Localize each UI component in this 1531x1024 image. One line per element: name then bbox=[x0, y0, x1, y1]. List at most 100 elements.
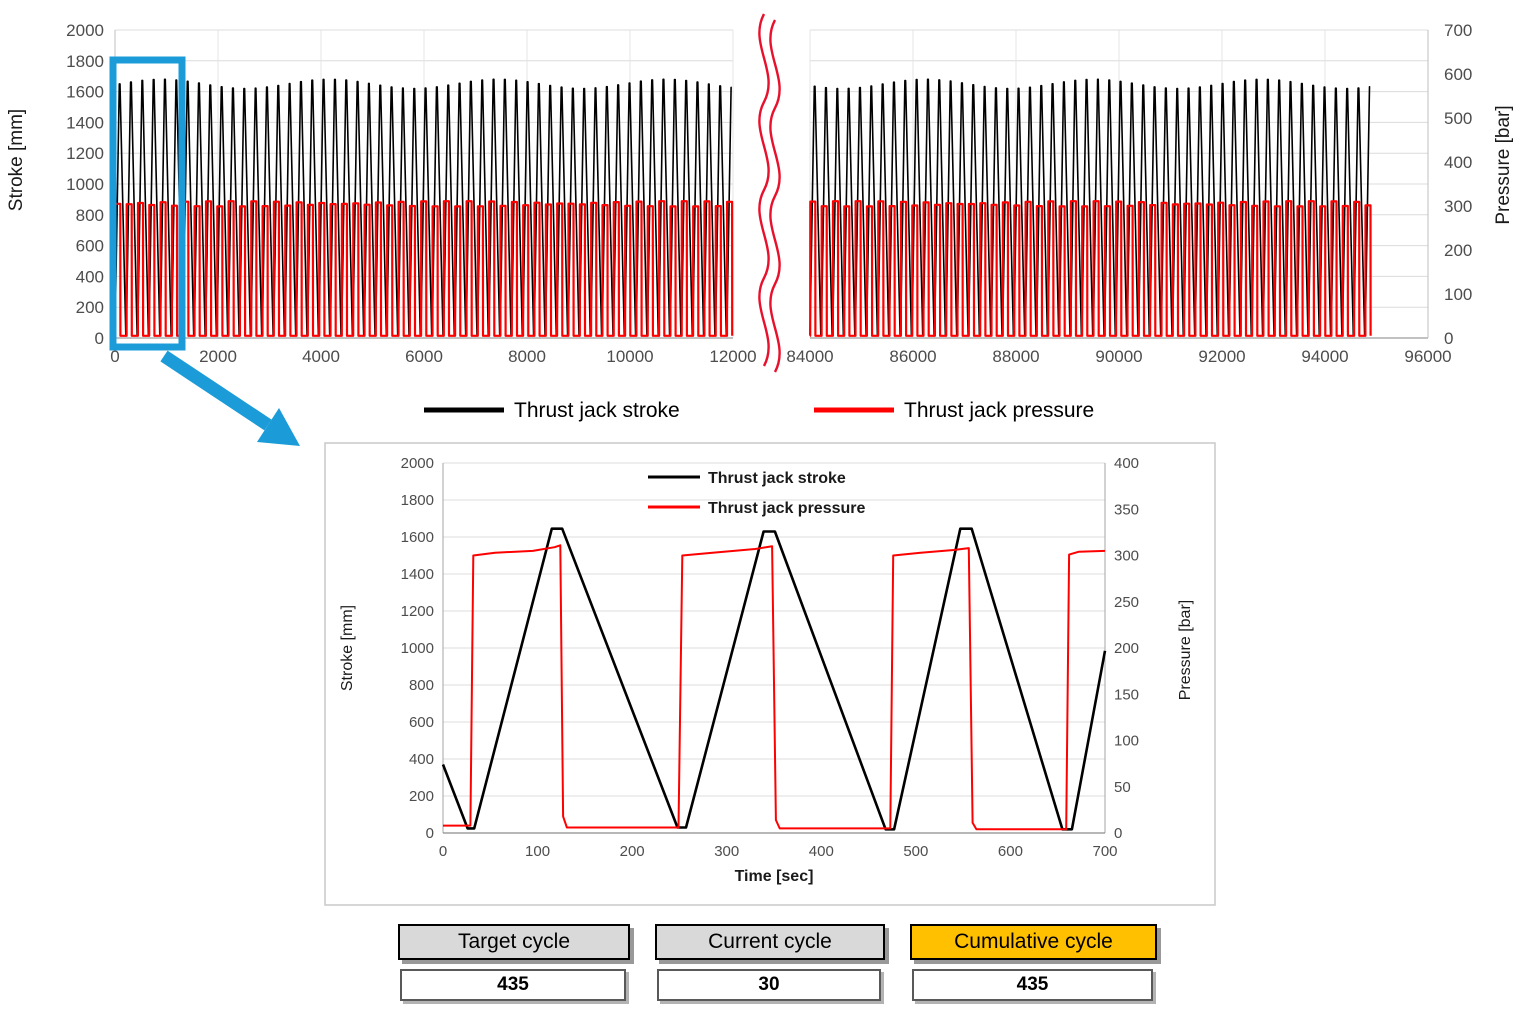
inset-left-tick: 0 bbox=[426, 825, 434, 842]
overview-left-tick: 200 bbox=[76, 298, 104, 317]
inset-left-tick: 1400 bbox=[401, 566, 434, 583]
overview-x-tick: 96000 bbox=[1404, 347, 1451, 366]
overview-x-tick: 4000 bbox=[302, 347, 340, 366]
inset-left-tick: 800 bbox=[409, 677, 434, 694]
overview-right-tick: 200 bbox=[1444, 241, 1472, 260]
overview-pressure-series bbox=[114, 200, 734, 337]
axis-break-symbol bbox=[758, 13, 781, 373]
axis-break-wave bbox=[769, 19, 781, 373]
overview-left-tick: 0 bbox=[95, 329, 104, 348]
overview-x-tick: 12000 bbox=[709, 347, 756, 366]
overview-right-tick: 700 bbox=[1444, 21, 1472, 40]
overview-left-tick: 1200 bbox=[66, 144, 104, 163]
inset-x-tick: 200 bbox=[620, 843, 645, 860]
inset-pressure-series bbox=[443, 544, 1106, 831]
inset-right-tick: 400 bbox=[1114, 455, 1139, 472]
inset-right-tick: 0 bbox=[1114, 825, 1122, 842]
inset-x-tick: 500 bbox=[903, 843, 928, 860]
cumulative-cycle-counter: Cumulative cycle 435 bbox=[910, 924, 1157, 1001]
inset-gridlines bbox=[442, 462, 1106, 834]
legend-label: Thrust jack stroke bbox=[514, 399, 680, 422]
overview-chart: 0200400600800100012001400160018002000010… bbox=[6, 21, 1514, 366]
inset-stroke-series bbox=[441, 527, 1107, 831]
overview-right-axis-title: Pressure [bar] bbox=[1493, 105, 1514, 224]
inset-x-tick: 300 bbox=[714, 843, 739, 860]
overview-right-tick: 600 bbox=[1444, 65, 1472, 84]
overview-x-tick: 6000 bbox=[405, 347, 443, 366]
inset-left-axis-title: Stroke [mm] bbox=[339, 605, 356, 691]
inset-x-tick: 700 bbox=[1092, 843, 1117, 860]
inset-right-tick: 100 bbox=[1114, 733, 1139, 750]
overview-right-tick: 100 bbox=[1444, 285, 1472, 304]
overview-left-tick: 1800 bbox=[66, 52, 104, 71]
overview-axis-labels: 0200400600800100012001400160018002000010… bbox=[6, 21, 1514, 366]
inset-left-tick: 1000 bbox=[401, 640, 434, 657]
target-cycle-counter: Target cycle 435 bbox=[398, 924, 630, 1001]
inset-right-tick: 150 bbox=[1114, 686, 1139, 703]
inset-right-tick: 350 bbox=[1114, 501, 1139, 518]
overview-x-tick: 92000 bbox=[1198, 347, 1245, 366]
overview-stroke-series bbox=[114, 78, 732, 336]
overview-x-tick: 88000 bbox=[992, 347, 1039, 366]
target-cycle-value: 435 bbox=[400, 969, 626, 1001]
highlight-box bbox=[109, 56, 186, 351]
overview-x-tick: 0 bbox=[110, 347, 119, 366]
overview-x-tick: 2000 bbox=[199, 347, 237, 366]
overview-x-tick: 94000 bbox=[1301, 347, 1348, 366]
inset-legend-label: Thrust jack pressure bbox=[708, 500, 866, 517]
inset-left-tick: 2000 bbox=[401, 455, 434, 472]
overview-left-axis-title: Stroke [mm] bbox=[6, 109, 27, 211]
overview-right-tick: 300 bbox=[1444, 197, 1472, 216]
zoom-arrow-shaft bbox=[160, 350, 272, 431]
inset-x-tick: 0 bbox=[439, 843, 447, 860]
overview-left-tick: 1400 bbox=[66, 113, 104, 132]
overview-x-tick: 90000 bbox=[1095, 347, 1142, 366]
overview-x-tick: 86000 bbox=[889, 347, 936, 366]
inset-left-tick: 400 bbox=[409, 751, 434, 768]
overview-left-tick: 1000 bbox=[66, 175, 104, 194]
current-cycle-value: 30 bbox=[657, 969, 881, 1001]
overview-left-tick: 2000 bbox=[66, 21, 104, 40]
overview-left-tick: 1600 bbox=[66, 83, 104, 102]
inset-left-tick: 600 bbox=[409, 714, 434, 731]
cumulative-cycle-value: 435 bbox=[912, 969, 1153, 1001]
inset-axis-labels: 0200400600800100012001400160018002000050… bbox=[339, 455, 1194, 885]
inset-right-tick: 250 bbox=[1114, 594, 1139, 611]
inset-x-tick: 400 bbox=[809, 843, 834, 860]
inset-right-tick: 300 bbox=[1114, 548, 1139, 565]
inset-legend-label: Thrust jack stroke bbox=[708, 470, 846, 487]
overview-x-tick: 8000 bbox=[508, 347, 546, 366]
overview-left-tick: 400 bbox=[76, 267, 104, 286]
cumulative-cycle-label: Cumulative cycle bbox=[910, 924, 1157, 960]
overview-pressure-series bbox=[809, 200, 1372, 337]
overview-right-tick: 0 bbox=[1444, 329, 1453, 348]
zoom-annotation bbox=[109, 56, 300, 446]
zoom-arrow-head bbox=[257, 408, 300, 446]
overview-x-tick: 10000 bbox=[606, 347, 653, 366]
inset-left-tick: 1600 bbox=[401, 529, 434, 546]
inset-left-tick: 1200 bbox=[401, 603, 434, 620]
overview-left-tick: 800 bbox=[76, 206, 104, 225]
target-cycle-label: Target cycle bbox=[398, 924, 630, 960]
overview-legend: Thrust jack stroke Thrust jack pressure bbox=[424, 399, 1094, 422]
axis-break-wave bbox=[758, 13, 770, 367]
inset-x-tick: 600 bbox=[998, 843, 1023, 860]
inset-right-tick: 200 bbox=[1114, 640, 1139, 657]
overview-left-tick: 600 bbox=[76, 237, 104, 256]
inset-right-axis-title: Pressure [bar] bbox=[1177, 600, 1194, 700]
legend-label: Thrust jack pressure bbox=[904, 399, 1094, 422]
inset-right-tick: 50 bbox=[1114, 779, 1131, 796]
overview-x-tick: 84000 bbox=[786, 347, 833, 366]
inset-legend: Thrust jack stroke Thrust jack pressure bbox=[648, 470, 866, 517]
overview-right-tick: 400 bbox=[1444, 153, 1472, 172]
overview-right-tick: 500 bbox=[1444, 109, 1472, 128]
zoom-inset-chart: 0200400600800100012001400160018002000050… bbox=[324, 442, 1216, 906]
inset-left-tick: 1800 bbox=[401, 492, 434, 509]
inset-x-axis-title: Time [sec] bbox=[735, 868, 814, 885]
inset-left-tick: 200 bbox=[409, 788, 434, 805]
current-cycle-counter: Current cycle 30 bbox=[655, 924, 885, 1001]
current-cycle-label: Current cycle bbox=[655, 924, 885, 960]
inset-x-tick: 100 bbox=[525, 843, 550, 860]
